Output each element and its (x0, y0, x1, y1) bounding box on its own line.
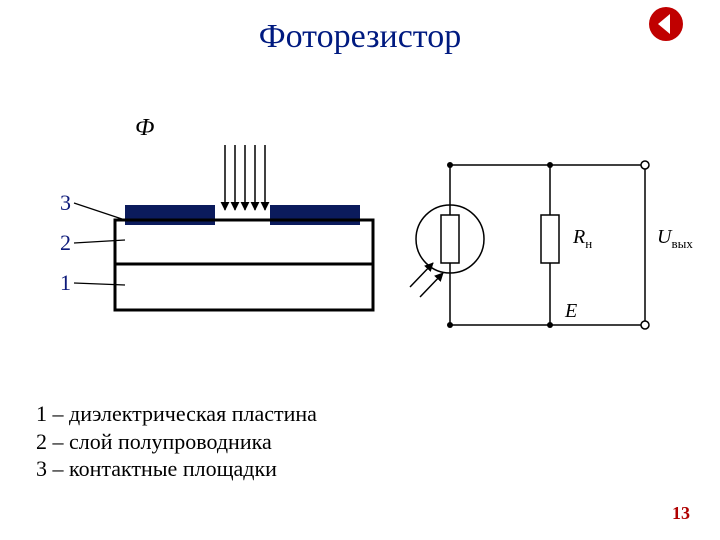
legend-line-1: 1 – диэлектрическая пластина (36, 400, 317, 428)
node (547, 162, 553, 168)
layer-label: 2 (60, 230, 71, 255)
leader-line (74, 240, 125, 243)
contact-pad (125, 205, 215, 225)
output-terminal (641, 161, 649, 169)
node (447, 322, 453, 328)
node (547, 322, 553, 328)
leader-line (74, 283, 125, 285)
output-terminal (641, 321, 649, 329)
page-title: Фоторезистор (0, 18, 720, 56)
photoresistor-cross-section: Ф 3 2 1 (20, 90, 380, 370)
label-E: E (564, 300, 577, 322)
layer-label: 1 (60, 270, 71, 295)
right-diagram-svg: Rн Uвых E (395, 105, 695, 385)
photoresistor-circuit: Rн Uвых E (395, 105, 695, 385)
legend-line-2: 2 – слой полупроводника (36, 428, 317, 456)
load-resistor (541, 215, 559, 263)
page-number: 13 (672, 503, 690, 524)
label-U-out: Uвых (657, 226, 693, 251)
contact-pad (270, 205, 360, 225)
legend: 1 – диэлектрическая пластина 2 – слой по… (36, 400, 317, 483)
legend-line-3: 3 – контактные площадки (36, 455, 317, 483)
layer-label: 3 (60, 190, 71, 215)
photoresistor-body (441, 215, 459, 263)
flux-symbol: Ф (135, 115, 154, 141)
node (447, 162, 453, 168)
light-arrow-icon (410, 263, 433, 287)
light-arrow-icon (420, 273, 443, 297)
label-R-load: Rн (572, 226, 592, 251)
leader-line (74, 203, 125, 220)
left-diagram-svg: Ф 3 2 1 (20, 90, 380, 370)
